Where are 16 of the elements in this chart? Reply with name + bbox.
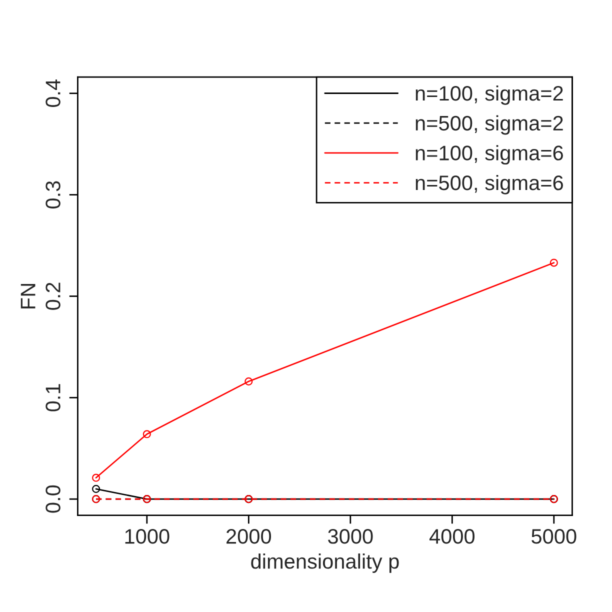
legend-label: n=500, sigma=6 <box>416 174 563 194</box>
y-tick-label: 0.0 <box>46 485 60 513</box>
x-tick-label: 4000 <box>429 529 475 544</box>
y-tick-label: 0.4 <box>46 79 60 108</box>
y-tick-label: 0.2 <box>46 282 60 310</box>
x-axis-title: dimensionality p <box>251 553 399 573</box>
legend-label: n=100, sigma=2 <box>416 85 563 105</box>
legend-label: n=500, sigma=2 <box>416 115 563 135</box>
y-tick-label: 0.3 <box>46 181 60 208</box>
y-axis-title: FN <box>20 284 36 308</box>
x-tick-label: 5000 <box>532 529 576 544</box>
x-tick-label: 3000 <box>328 529 373 544</box>
y-tick-label: 0.1 <box>46 384 60 412</box>
legend-label: n=100, sigma=6 <box>416 145 563 165</box>
x-tick-label: 1000 <box>125 529 170 544</box>
x-tick-label: 2000 <box>226 529 272 544</box>
